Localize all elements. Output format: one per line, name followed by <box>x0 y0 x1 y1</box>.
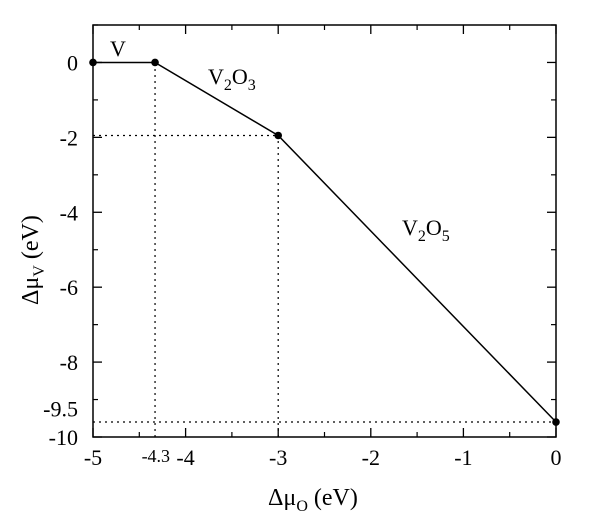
region-label-V: V <box>110 36 126 61</box>
x-tick-label-2: -3 <box>269 445 287 470</box>
axis-ticks <box>92 24 557 438</box>
region-labels: V V2O3 V2O5 <box>110 36 450 245</box>
data-point-3 <box>552 418 560 426</box>
region-label-V2O3: V2O3 <box>208 64 256 94</box>
tick-labels: -5 -4 -3 -2 -1 0-4.30-2-4-6-8-10-9.5 <box>43 50 561 470</box>
region-label-V2O5: V2O5 <box>402 215 450 245</box>
data-markers <box>89 58 560 426</box>
data-point-1 <box>151 58 159 67</box>
data-point-2 <box>274 131 283 140</box>
x-axis-title: ΔμO (eV) <box>268 485 358 515</box>
y-tick-label-0: 0 <box>67 50 78 75</box>
guide-lines <box>93 62 556 437</box>
x-tick-label-special: -4.3 <box>142 446 171 466</box>
x-tick-label-0: -5 <box>84 445 102 470</box>
y-tick-label-5: -10 <box>49 425 78 450</box>
y-tick-label-1: -2 <box>60 125 78 150</box>
x-tick-label-5: 0 <box>551 445 562 470</box>
y-tick-label-2: -4 <box>60 200 78 225</box>
y-axis-title: ΔμV (eV) <box>18 215 48 305</box>
x-tick-label-3: -2 <box>362 445 380 470</box>
y-tick-label-special: -9.5 <box>43 396 78 421</box>
x-tick-label-4: -1 <box>454 445 472 470</box>
series-line-0 <box>93 61 557 423</box>
x-tick-label-1: -4 <box>176 445 194 470</box>
y-tick-label-3: -6 <box>60 275 78 300</box>
y-tick-label-4: -8 <box>60 350 78 375</box>
plot-frame <box>92 24 557 438</box>
series-lines <box>93 61 557 423</box>
